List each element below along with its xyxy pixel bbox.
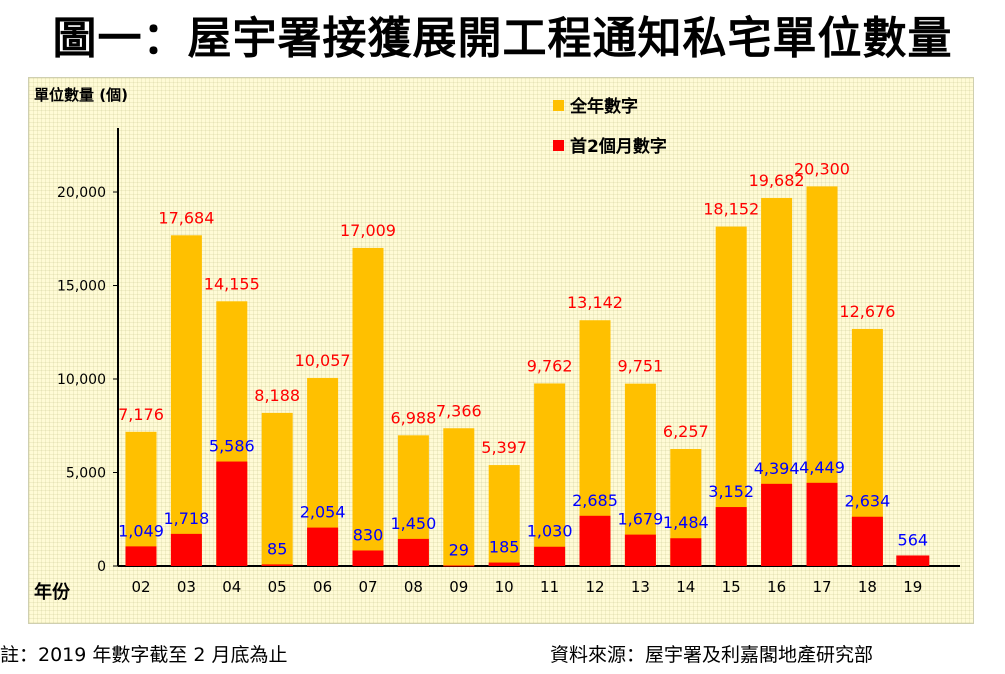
y-tick-label: 0 <box>97 559 106 575</box>
bar-first-two-months <box>261 564 293 566</box>
data-label-first-two-months: 1,484 <box>663 513 709 532</box>
data-label-full-year: 8,188 <box>254 386 300 405</box>
x-tick-label: 13 <box>631 578 650 596</box>
x-tick-label: 09 <box>449 578 468 596</box>
data-label-full-year: 14,155 <box>204 274 260 293</box>
data-label-first-two-months: 4,449 <box>799 458 845 477</box>
bar-full-year <box>352 247 384 566</box>
bar-first-two-months <box>715 507 747 566</box>
data-label-first-two-months: 85 <box>267 539 287 558</box>
data-label-full-year: 6,257 <box>663 422 709 441</box>
legend-swatch-full-year <box>553 100 564 111</box>
x-tick-label: 08 <box>404 578 423 596</box>
x-tick-label: 19 <box>903 578 922 596</box>
data-label-full-year: 18,152 <box>703 200 759 219</box>
data-label-first-two-months: 1,679 <box>617 510 663 529</box>
x-tick-label: 10 <box>495 578 514 596</box>
chart-title: 圖一：屋宇署接獲展開工程通知私宅單位數量 <box>52 13 953 64</box>
data-label-first-two-months: 1,718 <box>163 509 209 528</box>
x-tick-label: 14 <box>676 578 695 596</box>
y-tick-label: 10,000 <box>57 372 106 388</box>
x-tick-label: 07 <box>358 578 377 596</box>
data-label-first-two-months: 2,054 <box>300 503 346 522</box>
x-tick-label: 12 <box>585 578 604 596</box>
data-label-full-year: 7,366 <box>436 401 482 420</box>
x-tick-label: 04 <box>222 578 241 596</box>
x-tick-label: 11 <box>540 578 559 596</box>
bar-first-two-months <box>216 461 248 566</box>
bar-first-two-months <box>761 483 793 566</box>
legend-swatch-first-two-months <box>553 140 564 151</box>
data-labels: 7,176 1,049 17,684 1,718 14,155 5,586 8,188 85 1… <box>118 159 928 559</box>
bar-first-two-months <box>624 534 656 566</box>
legend-label-full-year: 全年數字 <box>569 96 638 117</box>
data-label-first-two-months: 1,049 <box>118 521 164 540</box>
x-tick-label: 02 <box>131 578 150 596</box>
y-axis-label: 單位數量 (個) <box>34 86 128 104</box>
bar-first-two-months <box>352 550 384 566</box>
bar-first-two-months <box>170 533 202 566</box>
data-label-first-two-months: 5,586 <box>209 437 255 456</box>
bar-first-two-months <box>896 555 930 566</box>
data-label-full-year: 19,682 <box>749 171 805 190</box>
x-tick-label: 06 <box>313 578 332 596</box>
x-axis: 02 03 04 05 06 07 08 09 10 11 12 13 14 15 16 17 18 19 <box>118 565 960 596</box>
x-tick-label: 17 <box>812 578 831 596</box>
bar-first-two-months <box>534 546 566 566</box>
y-axis: 0 5,000 10,000 15,000 20,000 <box>57 128 119 575</box>
data-label-full-year: 17,684 <box>158 208 214 227</box>
legend: 全年數字 首2個月數字 <box>553 96 667 157</box>
bar-full-year <box>534 383 566 566</box>
data-label-first-two-months: 185 <box>489 538 520 557</box>
data-label-full-year: 6,988 <box>390 408 436 427</box>
x-axis-label: 年份 <box>34 581 71 603</box>
data-label-first-two-months: 2,685 <box>572 491 618 510</box>
data-label-first-two-months: 3,152 <box>708 482 754 501</box>
data-label-full-year: 12,676 <box>839 302 895 321</box>
x-tick-label: 03 <box>177 578 196 596</box>
bar-first-two-months <box>443 565 475 567</box>
data-label-full-year: 9,762 <box>527 356 573 375</box>
footnote-source: 資料來源：屋宇署及利嘉閣地產研究部 <box>550 644 874 666</box>
bar-first-two-months <box>488 562 520 566</box>
bar-first-two-months <box>579 515 611 566</box>
x-tick-label: 15 <box>722 578 741 596</box>
data-label-full-year: 10,057 <box>295 351 351 370</box>
data-label-full-year: 13,142 <box>567 293 623 312</box>
data-label-first-two-months: 29 <box>449 540 469 559</box>
data-label-full-year: 9,751 <box>617 357 663 376</box>
bar-full-year <box>261 412 293 566</box>
y-tick-label: 15,000 <box>57 279 106 295</box>
data-label-full-year: 20,300 <box>794 159 850 178</box>
bar-first-two-months <box>806 482 838 566</box>
data-label-first-two-months: 1,450 <box>390 514 436 533</box>
bar-first-two-months <box>670 538 702 566</box>
x-tick-label: 16 <box>767 578 786 596</box>
bar-full-year <box>170 235 202 566</box>
bar-first-two-months <box>851 516 883 566</box>
bar-first-two-months <box>307 527 339 566</box>
data-label-first-two-months: 564 <box>898 530 929 549</box>
bar-first-two-months <box>397 538 429 566</box>
data-label-first-two-months: 830 <box>353 525 384 544</box>
data-label-full-year: 7,176 <box>118 405 164 424</box>
y-tick-label: 20,000 <box>57 185 106 201</box>
legend-label-first-two-months: 首2個月數字 <box>570 136 667 157</box>
bar-full-year <box>443 428 475 566</box>
bars <box>125 186 930 567</box>
footnote-left: 註：2019 年數字截至 2 月底為止 <box>0 644 288 666</box>
x-tick-label: 18 <box>858 578 877 596</box>
x-tick-label: 05 <box>268 578 287 596</box>
bar-full-year <box>125 431 157 566</box>
data-label-first-two-months: 4,394 <box>754 459 800 478</box>
data-label-full-year: 17,009 <box>340 221 396 240</box>
data-label-first-two-months: 2,634 <box>844 492 890 511</box>
data-label-full-year: 5,397 <box>481 438 527 457</box>
y-tick-label: 5,000 <box>66 466 106 482</box>
bar-full-year <box>488 465 520 566</box>
bar-first-two-months <box>125 546 157 566</box>
data-label-first-two-months: 1,030 <box>527 522 573 541</box>
